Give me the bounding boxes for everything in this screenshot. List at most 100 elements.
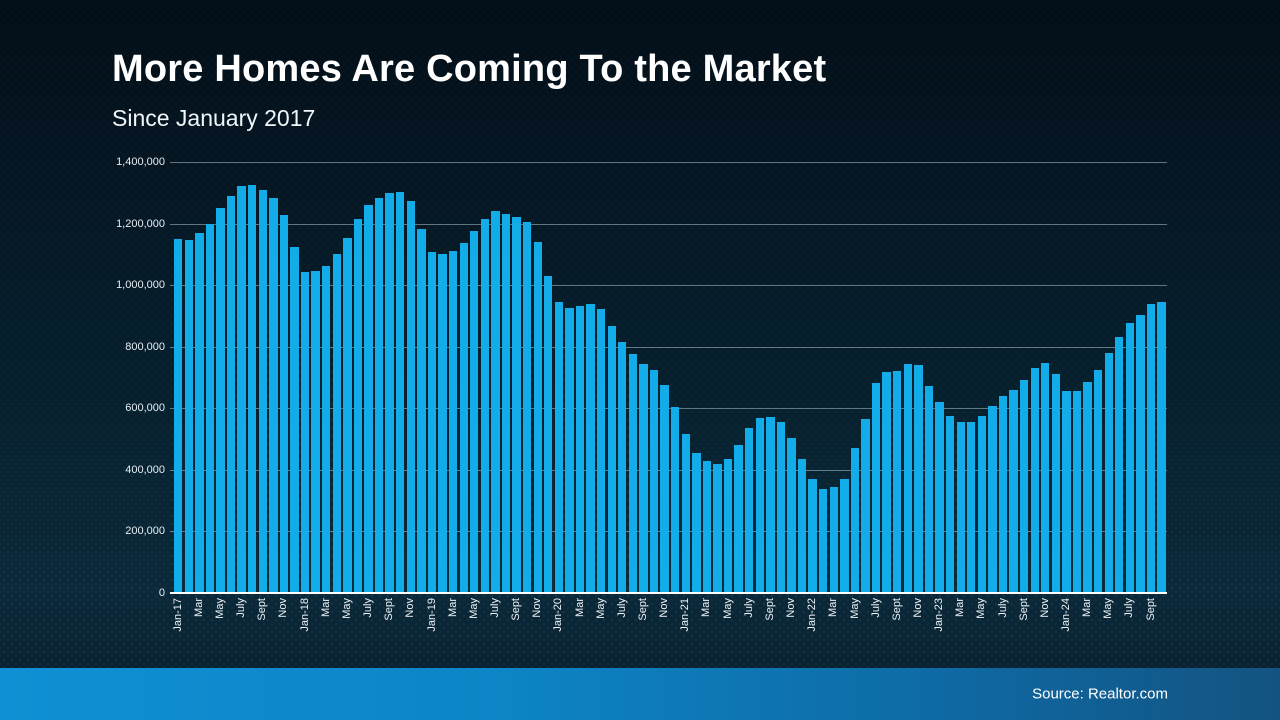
x-tick-label: July	[488, 598, 501, 618]
x-tick-label: Mar	[573, 598, 586, 617]
x-tick-label: Sept	[383, 598, 396, 621]
x-tick-label: Nov	[785, 598, 797, 618]
bar	[459, 242, 468, 593]
bar	[491, 211, 500, 593]
bar	[396, 191, 405, 593]
bar	[871, 383, 881, 593]
bar	[1041, 362, 1050, 593]
bar	[596, 308, 606, 593]
bar	[1062, 390, 1071, 593]
bar	[205, 224, 215, 593]
bar	[1146, 304, 1156, 593]
bar	[586, 303, 595, 593]
x-tick-label: July	[742, 598, 755, 618]
bar	[671, 407, 680, 593]
y-tick-label: 400,000	[125, 463, 165, 476]
bar	[1072, 390, 1082, 593]
bar	[766, 417, 775, 593]
bar	[977, 416, 987, 593]
x-tick-label: July	[996, 598, 1009, 618]
x-tick-label: July	[362, 598, 374, 618]
bar	[290, 246, 299, 593]
bar	[745, 428, 754, 593]
bar	[1093, 369, 1103, 593]
bar	[480, 219, 490, 593]
x-tick-label: Sept	[1017, 598, 1030, 621]
bar	[840, 478, 849, 593]
x-tick-label: Mar	[827, 598, 840, 617]
bar	[628, 354, 638, 593]
x-tick-label: Mar	[1081, 598, 1094, 617]
bar	[850, 448, 860, 593]
bar	[565, 307, 574, 593]
x-tick-label: Mar	[446, 598, 459, 617]
bar	[448, 251, 458, 593]
bar	[1051, 374, 1061, 593]
x-tick-label: Sept	[637, 598, 649, 621]
x-tick-label: July	[615, 598, 628, 618]
bar	[956, 421, 965, 593]
y-tick-label: 1,400,000	[116, 156, 165, 168]
bar	[776, 421, 786, 593]
bar	[300, 271, 310, 593]
y-tick-label: 1,000,000	[116, 279, 165, 292]
bar	[967, 422, 976, 593]
bar	[935, 402, 944, 593]
bar	[755, 418, 764, 593]
bar	[882, 372, 891, 593]
bar	[311, 271, 320, 593]
bar	[924, 385, 934, 593]
bar	[353, 219, 363, 593]
bar	[544, 275, 553, 593]
bar	[438, 253, 447, 593]
x-tick-label: May	[1102, 598, 1115, 619]
bar	[248, 185, 257, 593]
source-text: Source: Realtor.com	[1032, 685, 1168, 703]
bar	[681, 433, 690, 593]
gridline	[170, 223, 1167, 225]
bar	[1019, 379, 1029, 593]
bar	[512, 217, 521, 593]
x-tick-label: Jan-24	[1059, 598, 1072, 632]
y-tick-label: 1,200,000	[116, 217, 165, 230]
page-title: More Homes Are Coming To the Market	[112, 48, 827, 90]
x-tick-label: Sept	[510, 598, 523, 621]
y-tick-label: 200,000	[125, 525, 165, 538]
x-tick-label: Mar	[192, 598, 205, 617]
x-tick-label: Sept	[1144, 598, 1157, 621]
bar	[322, 266, 331, 593]
x-tick-label: May	[214, 598, 226, 619]
x-tick-label: Jan-21	[679, 598, 692, 632]
bar	[332, 254, 341, 593]
x-tick-label: Nov	[531, 598, 544, 618]
bar	[607, 326, 616, 593]
x-tick-label: July	[1123, 598, 1136, 618]
bar	[1083, 381, 1092, 593]
gridline	[170, 162, 1167, 163]
bar	[374, 197, 384, 593]
page-subtitle: Since January 2017	[112, 105, 316, 131]
bar	[713, 464, 722, 593]
bar	[861, 418, 870, 593]
bar	[195, 232, 204, 593]
x-tick-label: May	[848, 598, 861, 619]
x-tick-label: Jan-17	[171, 598, 184, 632]
x-tick-label: Nov	[911, 598, 924, 618]
x-tick-label: Sept	[890, 598, 903, 621]
bar	[702, 461, 712, 593]
bar	[1030, 368, 1039, 593]
x-tick-label: Sept	[256, 598, 269, 621]
bar	[1104, 352, 1113, 593]
x-axis-baseline	[170, 591, 1167, 594]
bar	[649, 369, 659, 593]
bar	[1125, 323, 1135, 593]
bar	[501, 213, 511, 593]
footer-band: Source: Realtor.com	[0, 668, 1280, 720]
bar	[364, 204, 373, 593]
y-tick-label: 800,000	[125, 340, 165, 353]
x-tick-label: Nov	[404, 598, 417, 618]
bar	[945, 416, 955, 593]
gridline	[170, 285, 1167, 287]
bar	[258, 190, 267, 593]
